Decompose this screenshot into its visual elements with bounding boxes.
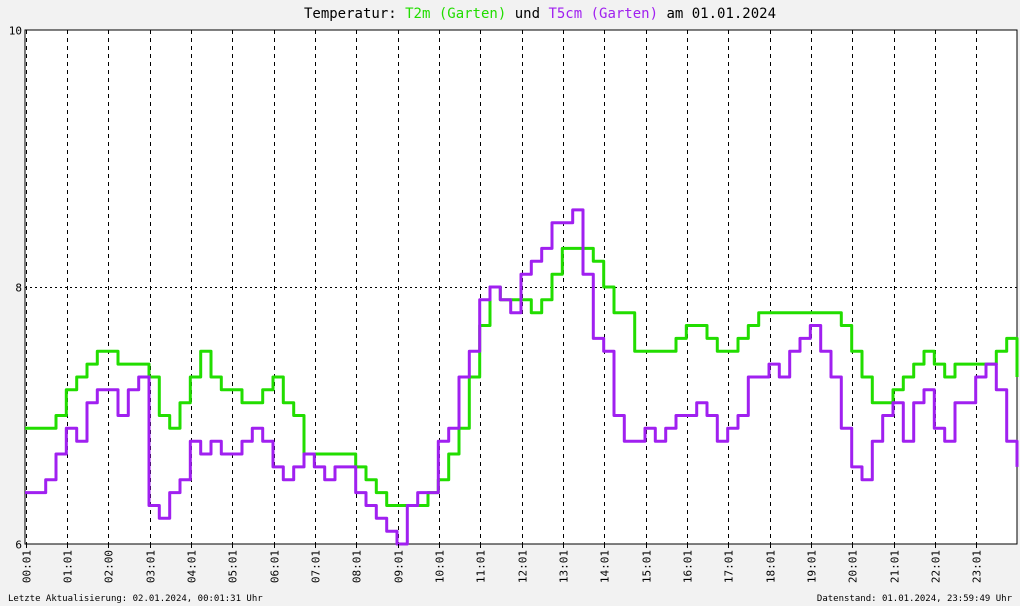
x-tick-label: 14:01	[599, 550, 612, 583]
x-tick-label: 22:01	[930, 550, 943, 583]
x-tick-label: 23:01	[971, 550, 984, 583]
x-tick-label: 09:01	[393, 550, 406, 583]
x-tick-label: 17:01	[723, 550, 736, 583]
title-date: am 01.01.2024	[658, 6, 776, 22]
x-tick-label: 19:01	[806, 550, 819, 583]
title-series-t2m: T2m (Garten)	[405, 6, 506, 22]
x-tick-label: 16:01	[682, 550, 695, 583]
y-axis-ticks: 6 8 10	[9, 25, 22, 552]
x-tick-label: 18:01	[765, 550, 778, 583]
y-tick-label: 8	[15, 282, 22, 295]
x-axis-ticks: 00:01 01:01 02:00 03:01 04:01 05:01 06:01 07:01…	[21, 544, 984, 583]
x-tick-label: 06:01	[269, 550, 282, 583]
x-tick-label: 00:01	[21, 550, 34, 583]
x-tick-label: 11:01	[475, 550, 488, 583]
footer-last-update: Letzte Aktualisierung: 02.01.2024, 00:01…	[8, 594, 263, 604]
x-tick-label: 10:01	[434, 550, 447, 583]
x-tick-label: 05:01	[227, 550, 240, 583]
x-tick-label: 08:01	[351, 550, 364, 583]
title-connector: und	[506, 6, 548, 22]
x-tick-label: 13:01	[558, 550, 571, 583]
x-tick-label: 03:01	[145, 550, 158, 583]
x-tick-label: 12:01	[517, 550, 530, 583]
footer-data-state: Datenstand: 01.01.2024, 23:59:49 Uhr	[817, 594, 1013, 604]
grid-lines	[25, 30, 1017, 544]
y-tick-label: 10	[9, 25, 22, 38]
x-tick-label: 21:01	[889, 550, 902, 583]
series-line-t5cm	[25, 208, 1019, 546]
x-tick-label: 07:01	[310, 550, 323, 583]
chart-title: Temperatur: T2m (Garten) und T5cm (Garte…	[304, 6, 776, 22]
title-prefix: Temperatur:	[304, 6, 405, 22]
series-lines	[25, 208, 1019, 546]
x-tick-label: 04:01	[186, 550, 199, 583]
x-tick-label: 15:01	[641, 550, 654, 583]
title-series-t5cm: T5cm (Garten)	[548, 6, 658, 22]
x-tick-label: 20:01	[847, 550, 860, 583]
x-tick-label: 02:00	[103, 550, 116, 583]
y-tick-label: 6	[15, 539, 22, 552]
x-tick-label: 01:01	[62, 550, 75, 583]
